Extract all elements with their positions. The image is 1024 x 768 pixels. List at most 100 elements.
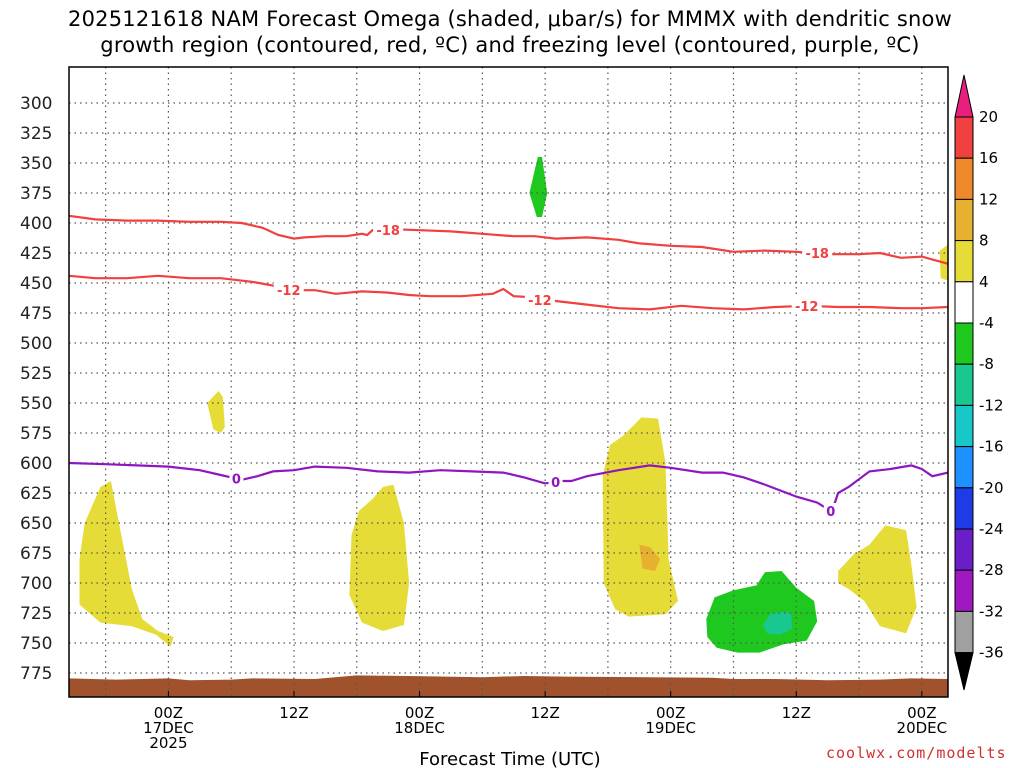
x-axis-label: Forecast Time (UTC)	[419, 749, 600, 768]
colorbar-label-6: -8	[979, 355, 994, 373]
y-tick-label-625: 625	[20, 484, 52, 504]
contour-label-bg	[524, 291, 555, 308]
contour-label-bg	[548, 474, 563, 491]
colorbar-label-12: -32	[979, 602, 1004, 620]
x-tick-label: 18DEC	[394, 719, 445, 737]
contour-label-1-0: -12	[277, 284, 301, 299]
contour-line-0	[69, 214, 948, 265]
contour-label-bg	[273, 282, 304, 299]
y-tick-label-450: 450	[20, 274, 52, 294]
colorbar-label-0: 20	[979, 108, 998, 126]
y-tick-label-325: 325	[20, 124, 52, 144]
x-tick-label: 00Z	[405, 704, 434, 722]
colorbar-label-11: -28	[979, 561, 1004, 579]
contour-label-bg	[229, 470, 244, 487]
omega-region-pos4-1	[207, 391, 225, 433]
y-tick-label-525: 525	[20, 364, 52, 384]
x-tick-label: 12Z	[530, 704, 559, 722]
colorbar-label-13: -36	[979, 644, 1004, 662]
contour-label-1-2: -12	[795, 300, 819, 315]
contour-label-2-1: 0	[551, 476, 560, 491]
y-tick-label-675: 675	[20, 544, 52, 564]
x-tick-label: 20DEC	[897, 719, 948, 737]
contour-label-2-2: 0	[826, 505, 835, 520]
y-tick-label-350: 350	[20, 154, 52, 174]
y-tick-label-575: 575	[20, 424, 52, 444]
y-tick-label-300: 300	[20, 94, 52, 114]
colorbar-label-7: -12	[979, 396, 1004, 414]
colorbar-box-5	[954, 281, 974, 324]
chart-title: 2025121618 NAM Forecast Omega (shaded, μ…	[0, 6, 1020, 58]
colorbar-label-2: 12	[979, 190, 998, 208]
omega-region-pos8-4	[639, 544, 661, 571]
colorbar-label-9: -20	[979, 479, 1004, 497]
colorbar: 20 16 12 8 4 -4 -8 -12 -16 -20 -24 -28 -32 -36	[954, 74, 1004, 691]
y-tick-label-725: 725	[20, 604, 52, 624]
colorbar-box-4	[954, 240, 974, 283]
plot-frame	[68, 66, 949, 698]
y-tick-label-400: 400	[20, 214, 52, 234]
colorbar-box-2	[954, 157, 974, 200]
contour-label-2-0: 0	[232, 473, 241, 488]
colorbar-box-1	[954, 116, 974, 159]
omega-region-pos4-3	[602, 417, 678, 617]
omega-region-neg4-7	[529, 157, 548, 217]
colorbar-arrow-bottom	[954, 652, 974, 691]
omega-region-pos4-0	[79, 481, 174, 647]
y-tick-label-600: 600	[20, 454, 52, 474]
contour-line-1	[69, 274, 948, 311]
omega-region-neg8-9	[762, 611, 793, 635]
contour-label-1-1: -12	[528, 294, 552, 309]
colorbar-label-4: 4	[979, 273, 989, 291]
colorbar-label-8: -16	[979, 438, 1004, 456]
contour-label-bg	[823, 503, 838, 519]
colorbar-box-8	[954, 404, 974, 448]
plot-area: -18 -18 -12 -12 -12 0 0 0	[69, 67, 948, 697]
y-tick-label-475: 475	[20, 304, 52, 324]
contour-label-bg	[791, 297, 822, 314]
colorbar-box-6	[954, 322, 974, 365]
colorbar-box-7	[954, 363, 974, 406]
colorbar-label-3: 8	[979, 232, 989, 250]
colorbar-label-10: -24	[979, 520, 1004, 538]
credit-text: coolwx.com/modelts	[826, 744, 1007, 762]
colorbar-box-9	[954, 446, 974, 489]
y-tick-label-425: 425	[20, 244, 52, 264]
chart-title-line2: growth region (contoured, red, ºC) and f…	[100, 33, 920, 57]
x-tick-label: 12Z	[782, 704, 811, 722]
colorbar-arrow-top	[954, 74, 974, 118]
plot-content: -18 -18 -12 -12 -12 0 0 0	[69, 67, 948, 697]
y-tick-label-375: 375	[20, 184, 52, 204]
contour-label-0-1: -18	[805, 247, 829, 262]
terrain	[69, 675, 948, 697]
omega-region-pos4-5	[838, 525, 917, 634]
x-tick-label: 00Z	[154, 704, 183, 722]
y-tick-label-750: 750	[20, 634, 52, 654]
x-tick-label: 17DEC	[143, 719, 194, 737]
colorbar-box-13	[954, 610, 974, 654]
contour-label-bg	[373, 222, 404, 239]
x-tick-label: 12Z	[279, 704, 308, 722]
chart-title-line1: 2025121618 NAM Forecast Omega (shaded, μ…	[68, 7, 952, 31]
y-tick-label-550: 550	[20, 394, 52, 414]
omega-region-neg4-8	[706, 571, 818, 653]
omega-region-pos4-2	[349, 484, 410, 631]
y-tick-label-500: 500	[20, 334, 52, 354]
colorbar-box-10	[954, 487, 974, 530]
x-tick-label: 19DEC	[645, 719, 696, 737]
y-tick-label-650: 650	[20, 514, 52, 534]
colorbar-label-5: -4	[979, 314, 994, 332]
colorbar-box-11	[954, 528, 974, 571]
axes: 300 325 350 375 400 425 450 475 500 525 550 575 600 6…	[20, 66, 949, 752]
x-tick-label: 00Z	[907, 704, 936, 722]
colorbar-box-12	[954, 569, 974, 612]
x-tick-label: 00Z	[656, 704, 685, 722]
y-tick-label-775: 775	[20, 664, 52, 684]
contour-label-bg	[802, 245, 833, 261]
contour-label-0-0: -18	[376, 224, 400, 239]
colorbar-box-3	[954, 198, 974, 242]
y-tick-label-700: 700	[20, 574, 52, 594]
colorbar-label-1: 16	[979, 149, 998, 167]
contour-line-2	[69, 461, 948, 515]
